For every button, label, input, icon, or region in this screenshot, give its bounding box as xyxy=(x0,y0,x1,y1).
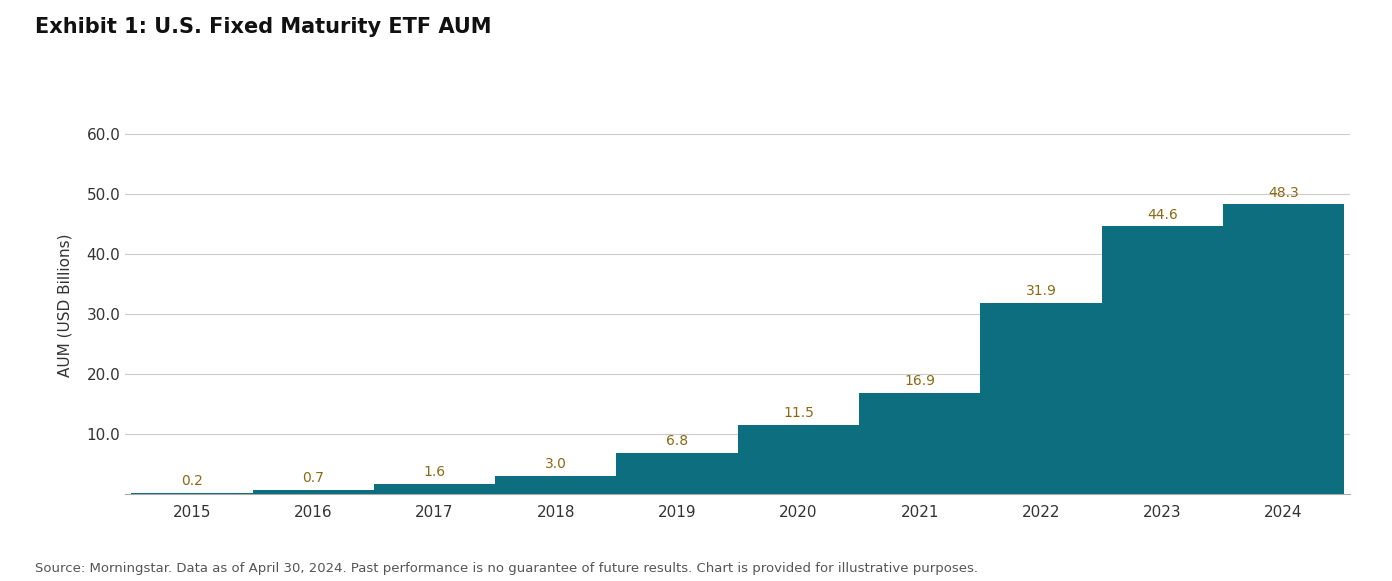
Text: Exhibit 1: U.S. Fixed Maturity ETF AUM: Exhibit 1: U.S. Fixed Maturity ETF AUM xyxy=(35,17,491,37)
Bar xyxy=(496,476,617,494)
Bar xyxy=(252,490,374,494)
Bar xyxy=(738,425,859,494)
Text: 48.3: 48.3 xyxy=(1268,185,1299,199)
Bar xyxy=(1101,227,1224,494)
Y-axis label: AUM (USD Billions): AUM (USD Billions) xyxy=(57,234,72,376)
Bar xyxy=(617,453,738,494)
Text: 3.0: 3.0 xyxy=(544,457,567,471)
Text: 1.6: 1.6 xyxy=(423,465,445,479)
Bar xyxy=(1224,205,1345,494)
Bar xyxy=(859,393,980,494)
Text: 0.7: 0.7 xyxy=(302,471,324,485)
Bar xyxy=(374,484,496,494)
Text: 31.9: 31.9 xyxy=(1026,284,1057,298)
Text: 6.8: 6.8 xyxy=(665,434,688,449)
Bar xyxy=(131,493,252,494)
Text: 11.5: 11.5 xyxy=(782,406,814,420)
Bar xyxy=(980,303,1101,494)
Text: 0.2: 0.2 xyxy=(181,474,203,488)
Text: 16.9: 16.9 xyxy=(905,374,935,388)
Text: Source: Morningstar. Data as of April 30, 2024. Past performance is no guarantee: Source: Morningstar. Data as of April 30… xyxy=(35,562,977,575)
Text: 44.6: 44.6 xyxy=(1147,207,1178,222)
